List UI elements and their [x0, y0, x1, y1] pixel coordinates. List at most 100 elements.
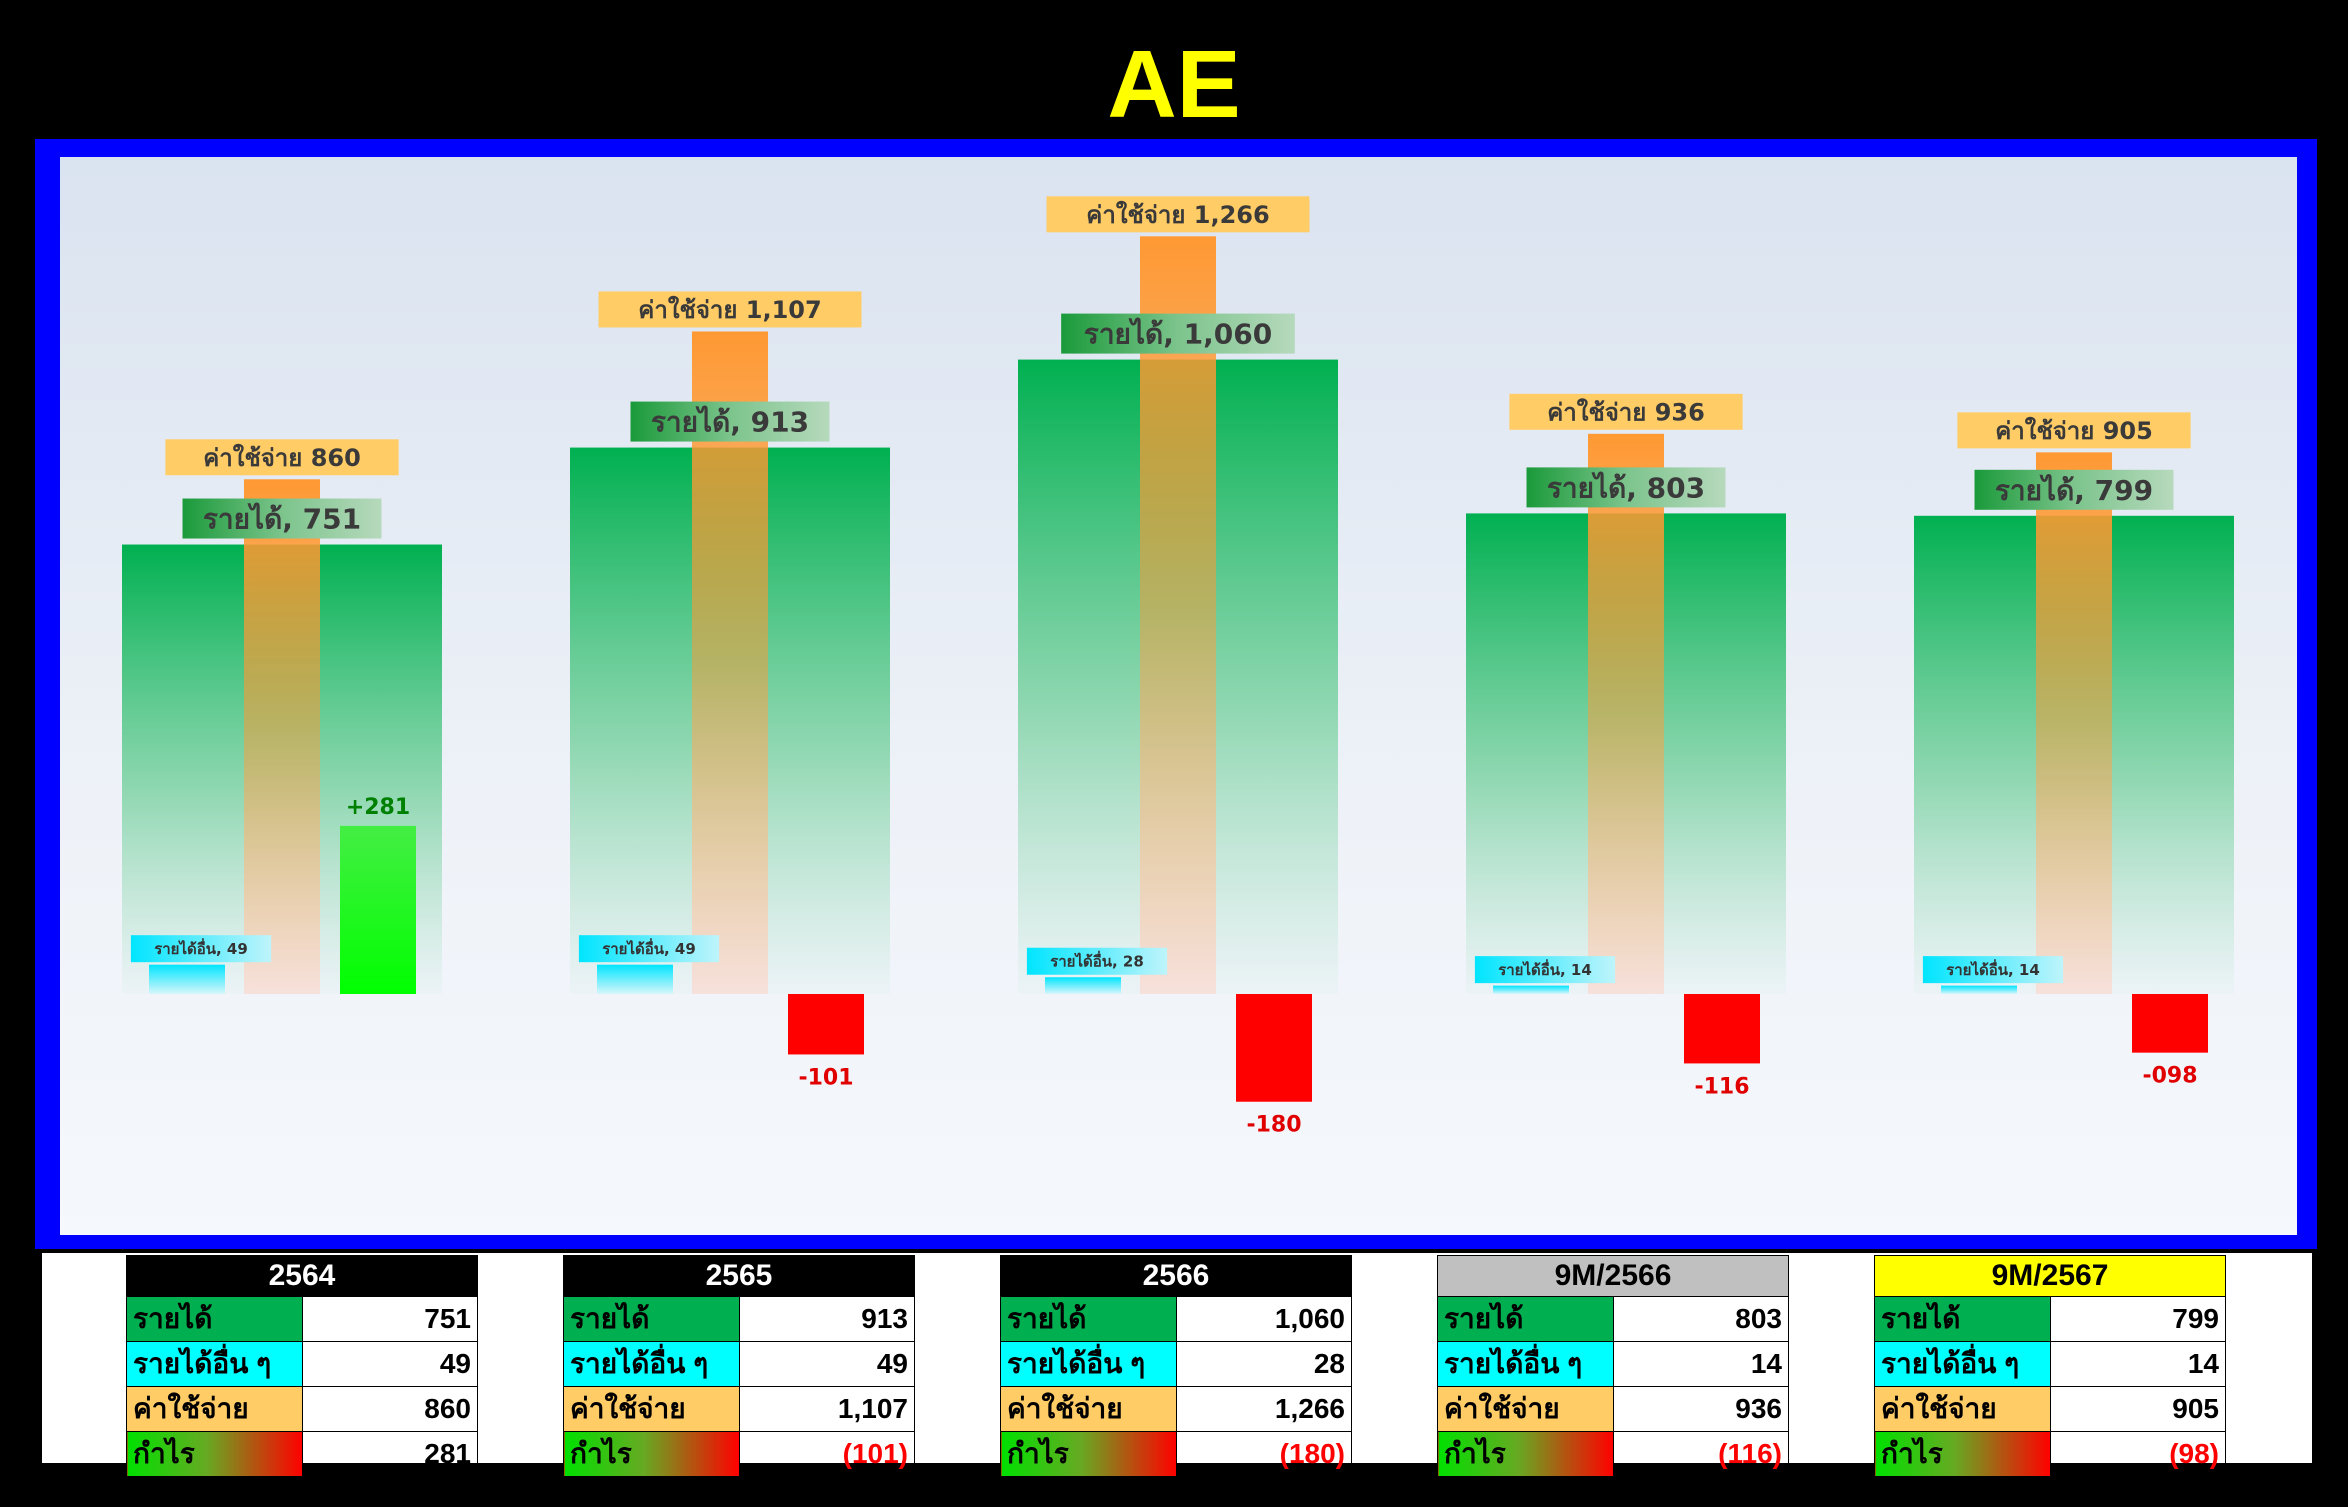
row-label: กำไร	[1437, 1431, 1614, 1477]
row-label: รายได้	[1000, 1296, 1177, 1342]
profit-bar	[340, 825, 416, 994]
row-value: 1,107	[738, 1386, 915, 1432]
row-value: 281	[301, 1431, 478, 1477]
table-row: รายได้อื่น ๆ 49	[126, 1341, 478, 1387]
expense-bar	[692, 331, 768, 994]
row-value: 49	[301, 1341, 478, 1387]
expense-label: ค่าใช้จ่าย 1,107	[638, 295, 821, 324]
expense-label-bg	[598, 291, 862, 328]
row-value: 14	[1612, 1341, 1789, 1387]
revenue-label: รายได้, 913	[651, 406, 809, 439]
expense-label: ค่าใช้จ่าย 860	[203, 443, 361, 472]
other-income-bar	[1045, 977, 1121, 994]
row-value: 913	[738, 1296, 915, 1342]
expense-label-bg	[1046, 196, 1310, 233]
row-label: รายได้	[126, 1296, 303, 1342]
profit-bar	[788, 994, 864, 1055]
profit-label: -116	[1694, 1074, 1749, 1099]
other-income-label-bg	[578, 935, 720, 963]
row-label: กำไร	[126, 1431, 303, 1477]
row-label: รายได้อื่น ๆ	[1874, 1341, 2051, 1387]
expense-bar	[244, 479, 320, 994]
table-row: ค่าใช้จ่าย 1,266	[1000, 1386, 1352, 1432]
row-label: กำไร	[1874, 1431, 2051, 1477]
table-row: ค่าใช้จ่าย 905	[1874, 1386, 2226, 1432]
table-row: รายได้ 751	[126, 1296, 478, 1342]
expense-bar	[1588, 433, 1664, 995]
summary-table: 2565 รายได้ 913 รายได้อื่น ๆ 49 ค่าใช้จ่าย 1,1…	[563, 1255, 915, 1477]
chart-title: AE	[1107, 31, 1241, 138]
row-label: ค่าใช้จ่าย	[1874, 1386, 2051, 1432]
row-value: (116)	[1612, 1431, 1789, 1477]
profit-bar	[1684, 994, 1760, 1064]
expense-label: ค่าใช้จ่าย 905	[1995, 416, 2153, 445]
other-income-bar	[1493, 985, 1569, 994]
row-value: (180)	[1175, 1431, 1352, 1477]
table-row: ค่าใช้จ่าย 936	[1437, 1386, 1789, 1432]
row-label: รายได้	[1437, 1296, 1614, 1342]
summary-table-2565: 2565 รายได้ 913 รายได้อื่น ๆ 49 ค่าใช้จ่าย 1,1…	[563, 1255, 915, 1477]
revenue-label-bg	[1974, 469, 2174, 510]
table-row: รายได้อื่น ๆ 28	[1000, 1341, 1352, 1387]
profit-bar	[2132, 994, 2208, 1053]
table-header: 2564	[126, 1255, 478, 1297]
table-row: กำไร 281	[126, 1431, 478, 1477]
summary-table-2564: 2564 รายได้ 751 รายได้อื่น ๆ 49 ค่าใช้จ่าย 860…	[126, 1255, 478, 1477]
bar-chart: +281 ค่าใช้จ่าย 860 รายได้, 751 รายได้อื่น,…	[122, 196, 2234, 1138]
other-income-label: รายได้อื่น, 14	[1498, 959, 1592, 979]
row-value: 14	[2049, 1341, 2226, 1387]
other-income-label-bg	[1474, 956, 1616, 984]
row-value: 751	[301, 1296, 478, 1342]
expense-label: ค่าใช้จ่าย 936	[1547, 397, 1705, 426]
row-value: 860	[301, 1386, 478, 1432]
table-row: รายได้ 799	[1874, 1296, 2226, 1342]
table-header: 2565	[563, 1255, 915, 1297]
profit-label: -101	[798, 1065, 853, 1090]
revenue-label: รายได้, 1,060	[1084, 318, 1272, 351]
row-label: ค่าใช้จ่าย	[126, 1386, 303, 1432]
summary-table: 2566 รายได้ 1,060 รายได้อื่น ๆ 28 ค่าใช้จ่าย 1…	[1000, 1255, 1352, 1477]
other-income-bar	[1941, 985, 2017, 994]
profit-label: -098	[2142, 1064, 2197, 1089]
revenue-label-bg	[630, 401, 830, 442]
revenue-label-bg	[1526, 467, 1726, 508]
profit-label: -180	[1246, 1113, 1301, 1138]
revenue-label: รายได้, 799	[1995, 474, 2153, 507]
expense-bar	[2036, 452, 2112, 994]
other-income-label: รายได้อื่น, 49	[602, 938, 696, 958]
row-label: รายได้อื่น ๆ	[1000, 1341, 1177, 1387]
summary-table: 9M/2567 รายได้ 799 รายได้อื่น ๆ 14 ค่าใช้จ่าย…	[1874, 1255, 2226, 1477]
row-value: 28	[1175, 1341, 1352, 1387]
row-label: รายได้	[1874, 1296, 2051, 1342]
row-value: 1,266	[1175, 1386, 1352, 1432]
profit-bar	[1236, 994, 1312, 1102]
row-label: ค่าใช้จ่าย	[1437, 1386, 1614, 1432]
row-value: 799	[2049, 1296, 2226, 1342]
table-row: รายได้อื่น ๆ 14	[1437, 1341, 1789, 1387]
table-header: 9M/2566	[1437, 1255, 1789, 1297]
other-income-label-bg	[1026, 947, 1168, 975]
revenue-label-bg	[1061, 313, 1295, 354]
summary-table: 9M/2566 รายได้ 803 รายได้อื่น ๆ 14 ค่าใช้จ่าย…	[1437, 1255, 1789, 1477]
profit-label: +281	[346, 795, 410, 820]
row-label: รายได้อื่น ๆ	[563, 1341, 740, 1387]
row-value: 803	[1612, 1296, 1789, 1342]
row-value: (98)	[2049, 1431, 2226, 1477]
other-income-label-bg	[130, 935, 272, 963]
plot-area: +281 ค่าใช้จ่าย 860 รายได้, 751 รายได้อื่น,…	[60, 157, 2297, 1235]
other-income-label: รายได้อื่น, 14	[1946, 959, 2040, 979]
row-label: รายได้	[563, 1296, 740, 1342]
revenue-label: รายได้, 751	[203, 503, 361, 536]
summary-table-9M-2566: 9M/2566 รายได้ 803 รายได้อื่น ๆ 14 ค่าใช้จ่าย…	[1437, 1255, 1789, 1477]
row-value: 1,060	[1175, 1296, 1352, 1342]
revenue-label-bg	[182, 498, 382, 539]
table-header: 2566	[1000, 1255, 1352, 1297]
summary-table: 2564 รายได้ 751 รายได้อื่น ๆ 49 ค่าใช้จ่าย 860…	[126, 1255, 478, 1477]
row-label: กำไร	[1000, 1431, 1177, 1477]
expense-label-bg	[1509, 393, 1743, 430]
table-row: กำไร (180)	[1000, 1431, 1352, 1477]
table-row: รายได้อื่น ๆ 14	[1874, 1341, 2226, 1387]
expense-label-bg	[1957, 412, 2191, 449]
row-label: รายได้อื่น ๆ	[126, 1341, 303, 1387]
expense-label: ค่าใช้จ่าย 1,266	[1086, 200, 1269, 229]
